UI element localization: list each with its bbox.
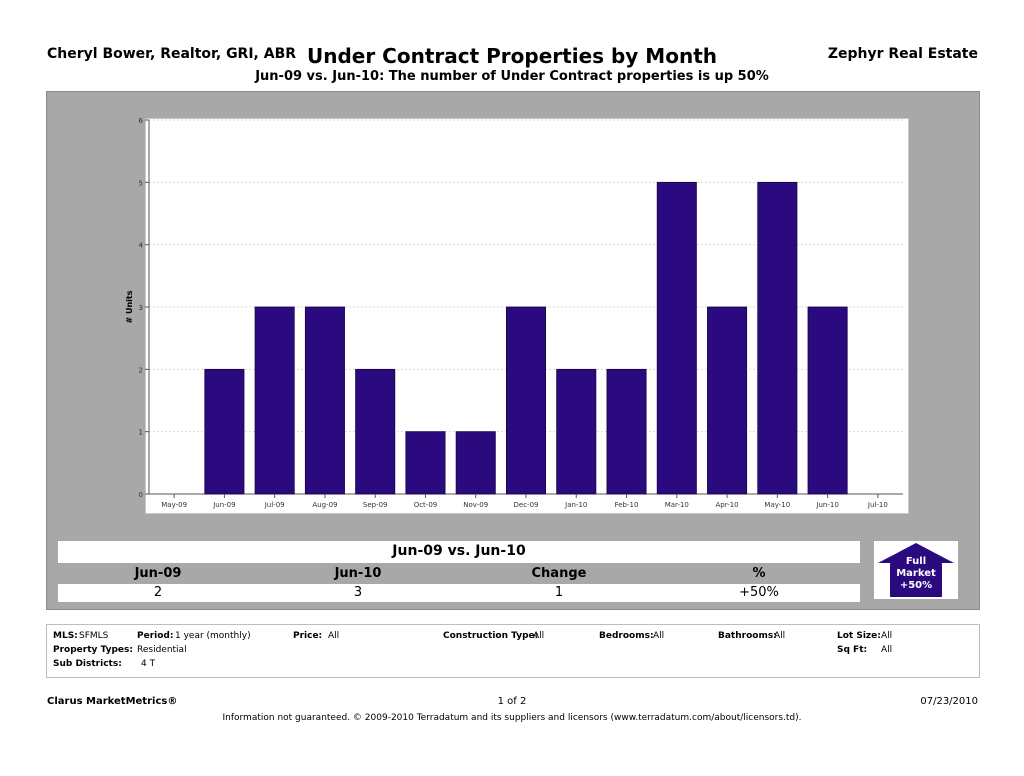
x-tick-label: Mar-10 (665, 501, 689, 509)
bar-Feb-10 (606, 368, 647, 495)
market-badge-line1: Full (906, 556, 926, 567)
x-tick-label: Jan-10 (564, 501, 587, 509)
summary-val-change: 1 (554, 585, 564, 600)
y-tick-label: 3 (139, 304, 143, 312)
lotsize-label: Lot Size: (837, 631, 881, 641)
construction-value: All (533, 631, 545, 641)
footer-disclaimer: Information not guaranteed. © 2009-2010 … (222, 713, 802, 723)
sub-districts-value: 4 T (141, 659, 156, 669)
lotsize-value: All (881, 631, 893, 641)
x-tick-label: Sep-09 (363, 501, 388, 509)
market-badge-box: Full Market +50% (874, 541, 958, 599)
y-tick-label: 1 (139, 429, 143, 437)
summary-col-jun10: Jun-10 (334, 566, 382, 581)
x-tick-label: Oct-09 (414, 501, 438, 509)
bar-Jan-10 (556, 368, 597, 495)
footer-date: 07/23/2010 (920, 696, 978, 707)
market-up-arrow-icon: Full Market +50% (878, 543, 954, 597)
summary-value-row (58, 584, 860, 602)
bar-Nov-09 (455, 431, 496, 495)
y-axis-label: # Units (125, 290, 134, 323)
summary-col-jun09: Jun-09 (134, 566, 182, 581)
bar-May-10 (757, 181, 798, 495)
page-subtitle: Jun-09 vs. Jun-10: The number of Under C… (255, 69, 769, 84)
y-tick-label: 2 (139, 366, 143, 374)
x-tick-label: May-09 (161, 501, 187, 509)
summary-title: Jun-09 vs. Jun-10 (392, 543, 526, 559)
mls-value: SFMLS (79, 631, 109, 641)
agent-name: Cheryl Bower, Realtor, GRI, ABR (47, 46, 297, 62)
mls-label: MLS: (53, 631, 78, 641)
summary-val-jun09: 2 (153, 585, 163, 600)
summary-title-bar (58, 541, 860, 563)
property-types-label: Property Types: (53, 645, 133, 655)
x-tick-label: Jul-10 (867, 501, 888, 509)
bedrooms-value: All (653, 631, 665, 641)
summary-val-jun10: 3 (353, 585, 363, 600)
period-label: Period: (137, 631, 174, 641)
property-types-value: Residential (137, 645, 187, 655)
sqft-value: All (881, 645, 893, 655)
price-value: All (328, 631, 340, 641)
x-tick-label: Aug-09 (312, 501, 337, 509)
market-badge-line2: Market (896, 568, 936, 579)
y-tick-label: 0 (139, 491, 143, 499)
page-title: Under Contract Properties by Month (307, 44, 717, 68)
x-tick-label: May-10 (764, 501, 790, 509)
construction-label: Construction Type: (443, 631, 539, 641)
bar-Mar-10 (656, 181, 697, 495)
x-tick-label: Feb-10 (615, 501, 639, 509)
bar-Jul-09 (254, 306, 295, 495)
summary-val-percent: +50% (739, 585, 779, 600)
summary-col-percent: % (752, 566, 766, 581)
y-tick-label: 4 (139, 242, 144, 250)
footer-page-number: 1 of 2 (497, 696, 527, 707)
criteria-box: MLS: SFMLS Period: 1 year (monthly) Pric… (46, 624, 980, 678)
bathrooms-value: All (774, 631, 786, 641)
sub-districts-label: Sub Districts: (53, 659, 122, 669)
bathrooms-label: Bathrooms: (718, 631, 777, 641)
market-badge-line3: +50% (900, 580, 932, 591)
sqft-label: Sq Ft: (837, 645, 868, 655)
bar-Oct-09 (405, 431, 446, 495)
bar-Aug-09 (304, 306, 345, 495)
footer-brand: Clarus MarketMetrics® (47, 696, 178, 707)
x-tick-label: Nov-09 (463, 501, 488, 509)
bar-Jun-10 (807, 306, 848, 495)
bar-Dec-09 (505, 306, 547, 495)
price-label: Price: (293, 631, 323, 641)
period-value: 1 year (monthly) (175, 631, 251, 641)
bar-Jun-09 (204, 368, 245, 495)
y-tick-label: 6 (139, 117, 144, 125)
x-tick-label: Apr-10 (716, 501, 739, 509)
bedrooms-label: Bedrooms: (599, 631, 654, 641)
x-tick-label: Dec-09 (514, 501, 539, 509)
x-tick-label: Jun-09 (212, 501, 235, 509)
x-tick-label: Jul-09 (264, 501, 285, 509)
company-name: Zephyr Real Estate (827, 46, 978, 62)
bar-Apr-10 (707, 306, 748, 495)
y-tick-label: 5 (139, 179, 143, 187)
summary-col-change: Change (531, 566, 587, 581)
bar-Sep-09 (355, 368, 396, 495)
x-tick-label: Jun-10 (815, 501, 838, 509)
